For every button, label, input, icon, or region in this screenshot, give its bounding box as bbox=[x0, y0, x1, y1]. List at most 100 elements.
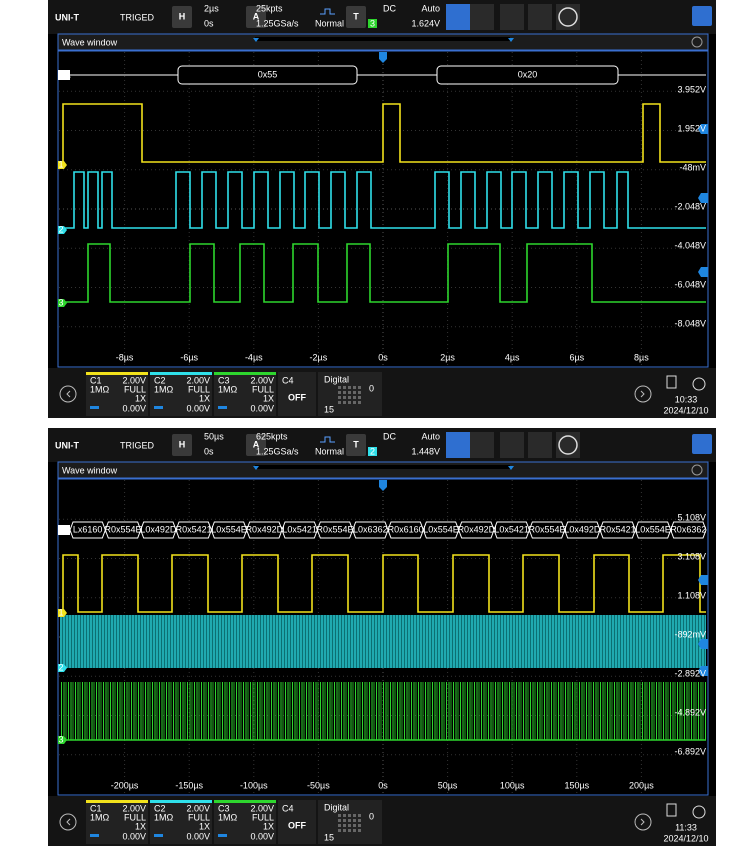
c4-box[interactable] bbox=[278, 372, 316, 416]
level-tag bbox=[698, 193, 708, 203]
x-time-label: 150µs bbox=[564, 780, 589, 790]
digital-pin bbox=[338, 391, 341, 394]
t-label-box[interactable] bbox=[346, 6, 366, 28]
coupling-icon bbox=[218, 406, 227, 409]
decode-value: L0x5421 bbox=[282, 524, 317, 534]
menu-button[interactable] bbox=[692, 434, 712, 454]
y-scale-label: -2.048V bbox=[674, 201, 706, 211]
search-button[interactable] bbox=[558, 435, 578, 455]
h-label-box[interactable] bbox=[172, 6, 192, 28]
next-button[interactable] bbox=[634, 385, 652, 403]
toolbar-button[interactable] bbox=[470, 4, 494, 30]
t-label-box[interactable] bbox=[346, 434, 366, 456]
digital-pin bbox=[353, 386, 356, 389]
decode-box bbox=[177, 65, 358, 85]
a-label-box[interactable] bbox=[246, 6, 266, 28]
decode-value: L0x5421 bbox=[494, 524, 529, 534]
decode-value: L0x6362 bbox=[353, 524, 388, 534]
zoom-button[interactable] bbox=[691, 36, 703, 48]
prev-arrow bbox=[66, 818, 71, 826]
channel-marker-badge bbox=[58, 609, 67, 617]
prev-button[interactable] bbox=[59, 385, 77, 403]
digital-high: 15 bbox=[324, 404, 334, 414]
toolbar-button[interactable] bbox=[528, 4, 552, 30]
digital-pin bbox=[338, 386, 341, 389]
trig-mode: Auto bbox=[421, 431, 440, 441]
h-label-box[interactable] bbox=[172, 434, 192, 456]
decode-value: R0x6362 bbox=[670, 524, 706, 534]
channel-box-accent bbox=[214, 372, 276, 375]
x-time-label: -100µs bbox=[240, 780, 268, 790]
channel-offset: 0.00V bbox=[250, 403, 274, 413]
y-scale-label: -4.048V bbox=[674, 240, 706, 250]
h-label: H bbox=[179, 11, 186, 21]
channel-marker: 1 bbox=[58, 607, 63, 617]
x-time-label: -200µs bbox=[111, 780, 139, 790]
memory-depth: 25kpts bbox=[256, 3, 283, 13]
a-label-box[interactable] bbox=[246, 434, 266, 456]
toolbar-button[interactable] bbox=[500, 4, 524, 30]
clock-date: 2024/12/10 bbox=[663, 833, 708, 843]
toolbar-button[interactable] bbox=[446, 4, 470, 30]
clock-date: 2024/12/10 bbox=[663, 405, 708, 415]
y-scale-label: -8.048V bbox=[674, 318, 706, 328]
next-button[interactable] bbox=[634, 813, 652, 831]
digital-pin bbox=[353, 814, 356, 817]
x-time-label: 4µs bbox=[505, 352, 520, 362]
decode-value: R0x554E bbox=[316, 524, 353, 534]
channel-name: C2 bbox=[154, 803, 166, 813]
toolbar-button[interactable] bbox=[528, 432, 552, 458]
h-scale: 50µs bbox=[204, 431, 224, 441]
channel-box-accent bbox=[214, 800, 276, 803]
menu-button[interactable] bbox=[692, 6, 712, 26]
level-tag bbox=[698, 639, 708, 649]
channel-3-waveform bbox=[60, 243, 706, 303]
channel-offset: 0.00V bbox=[186, 403, 210, 413]
acq-mode: Normal bbox=[315, 446, 344, 456]
zoom-button[interactable] bbox=[691, 464, 703, 476]
toolbar-button[interactable] bbox=[500, 432, 524, 458]
c4-state: OFF bbox=[288, 392, 306, 402]
x-time-label: -8µs bbox=[116, 352, 134, 362]
digital-pin bbox=[348, 386, 351, 389]
usb-icon bbox=[666, 375, 677, 389]
a-label: A bbox=[253, 439, 260, 449]
channel-probe: 1X bbox=[135, 393, 146, 403]
prev-button[interactable] bbox=[59, 813, 77, 831]
decode-value: Lx6160 bbox=[73, 524, 103, 534]
search-button[interactable] bbox=[558, 7, 578, 27]
toolbar-button[interactable] bbox=[446, 432, 470, 458]
decode-value: R0x5421 bbox=[600, 524, 636, 534]
channel-box-accent bbox=[86, 372, 148, 375]
h-scale: 2µs bbox=[204, 3, 219, 13]
decode-value: L0x492D bbox=[564, 524, 601, 534]
digital-pin bbox=[343, 824, 346, 827]
digital-pin bbox=[348, 819, 351, 822]
x-time-label: -6µs bbox=[180, 352, 198, 362]
coupling-icon bbox=[154, 834, 163, 837]
x-time-label: 200µs bbox=[629, 780, 654, 790]
trigger-status: TRIGED bbox=[120, 440, 155, 450]
memory-depth: 625kpts bbox=[256, 431, 288, 441]
top-bar bbox=[48, 428, 716, 462]
digital-pin bbox=[353, 829, 356, 832]
digital-pin bbox=[358, 829, 361, 832]
channel-probe: 1X bbox=[263, 393, 274, 403]
channel-scale: 2.00V bbox=[250, 803, 274, 813]
toolbar-button[interactable] bbox=[470, 432, 494, 458]
channel-marker: 3 bbox=[58, 734, 63, 744]
digital-pin bbox=[343, 391, 346, 394]
decode-box bbox=[436, 65, 619, 85]
channel-scale: 2.00V bbox=[250, 375, 274, 385]
channel-impedance: 1MΩ bbox=[90, 812, 110, 822]
x-time-label: 2µs bbox=[440, 352, 455, 362]
c4-box[interactable] bbox=[278, 800, 316, 844]
h-label: H bbox=[179, 439, 186, 449]
channel-name: C1 bbox=[90, 803, 102, 813]
channel-bandwidth: FULL bbox=[188, 384, 210, 394]
digital-pin bbox=[353, 391, 356, 394]
coupling: DC bbox=[383, 431, 396, 441]
trig-level: 1.624V bbox=[411, 18, 440, 28]
